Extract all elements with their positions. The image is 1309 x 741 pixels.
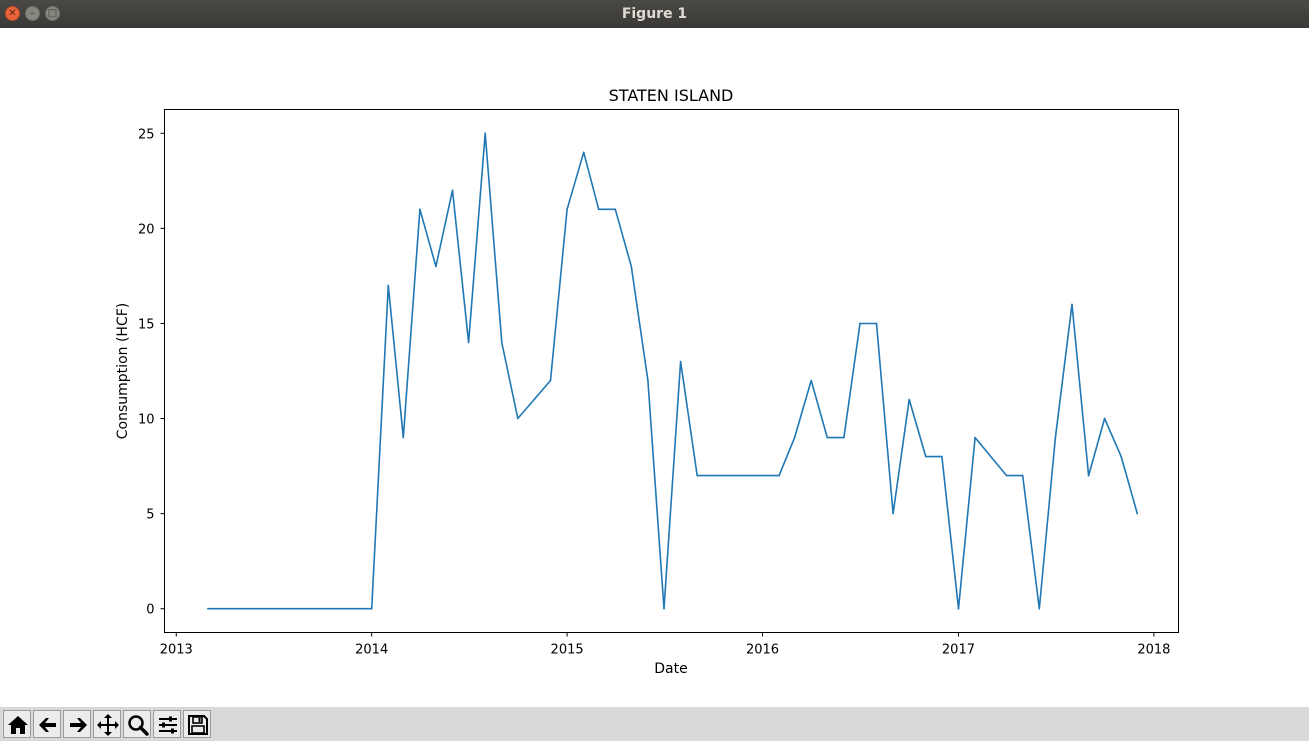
zoom-button[interactable] <box>123 710 151 738</box>
y-tick-label: 10 <box>138 413 155 428</box>
window-title: Figure 1 <box>621 6 688 22</box>
data-point <box>1136 512 1139 515</box>
data-point <box>875 322 878 325</box>
x-tick-label: 2016 <box>746 643 779 658</box>
y-tick-label: 25 <box>138 127 155 142</box>
maximize-icon[interactable]: □ <box>45 6 60 21</box>
chart: STATEN ISLAND 0 5 10 15 20 25 2013 2014 2015 2016… <box>115 86 1179 677</box>
data-point <box>500 341 503 344</box>
y-tick-label: 20 <box>138 222 155 237</box>
data-point <box>582 151 585 154</box>
configure-subplots-icon <box>159 716 177 734</box>
data-point <box>647 379 649 382</box>
figure-canvas: STATEN ISLAND 0 5 10 15 20 25 2013 2014 2015 2016… <box>0 28 1309 707</box>
minimize-icon[interactable]: – <box>25 6 40 21</box>
data-point <box>419 208 421 211</box>
y-tick-label: 15 <box>138 317 155 332</box>
forward-arrow-icon <box>70 718 87 732</box>
save-button[interactable] <box>183 710 211 738</box>
x-tick-label: 2017 <box>942 643 975 658</box>
forward-button[interactable] <box>63 710 91 738</box>
data-point <box>941 455 943 458</box>
data-point <box>679 360 682 363</box>
data-point <box>1054 436 1057 439</box>
data-point <box>467 341 470 344</box>
data-point <box>1087 474 1090 477</box>
save-icon <box>188 715 208 735</box>
zoom-icon <box>128 715 149 736</box>
pan-icon <box>97 714 119 736</box>
axes-frame <box>164 109 1179 633</box>
series-line <box>207 132 1139 610</box>
x-tick-label: 2014 <box>355 643 388 658</box>
data-point <box>696 474 698 477</box>
data-point <box>843 436 845 439</box>
x-tick-label: 2018 <box>1137 643 1170 658</box>
y-axis-label: Consumption (HCF) <box>115 303 131 439</box>
home-icon <box>8 716 28 734</box>
data-point <box>908 398 911 401</box>
y-tick-label: 0 <box>146 603 154 618</box>
data-point <box>597 208 600 211</box>
data-point <box>974 436 976 439</box>
data-point <box>1038 607 1041 610</box>
pan-button[interactable] <box>93 710 121 738</box>
data-point <box>207 607 209 610</box>
data-point <box>614 208 617 211</box>
data-point <box>370 607 373 610</box>
data-point <box>778 474 780 477</box>
data-point <box>1005 474 1008 477</box>
data-point <box>826 436 829 439</box>
data-point <box>892 512 894 515</box>
window-titlebar: ✕ – □ Figure 1 <box>0 0 1309 28</box>
data-point <box>957 607 960 610</box>
data-point <box>925 455 927 458</box>
data-point <box>1021 474 1024 477</box>
data-point <box>1071 303 1073 306</box>
x-tick-label: 2015 <box>551 643 584 658</box>
data-point <box>1120 455 1123 458</box>
y-tick-label: 5 <box>146 508 154 523</box>
chart-title: STATEN ISLAND <box>609 86 734 105</box>
close-icon[interactable]: ✕ <box>5 6 20 21</box>
data-point <box>402 436 405 439</box>
data-point <box>549 379 552 382</box>
data-point <box>663 607 665 610</box>
data-point <box>793 436 796 439</box>
navigation-toolbar <box>0 707 1309 741</box>
data-point <box>1103 417 1106 420</box>
x-tick-label: 2013 <box>160 643 193 658</box>
data-point <box>435 265 437 268</box>
data-point <box>630 265 633 268</box>
data-point <box>859 322 861 325</box>
data-point <box>810 379 813 382</box>
configure-subplots-button[interactable] <box>153 710 181 738</box>
data-point <box>451 189 454 192</box>
back-arrow-icon <box>39 718 56 732</box>
home-button[interactable] <box>3 710 31 738</box>
back-button[interactable] <box>33 710 61 738</box>
x-axis-label: Date <box>654 661 687 677</box>
data-point <box>517 417 519 420</box>
data-point <box>387 284 390 287</box>
data-point <box>484 132 486 135</box>
data-point <box>566 208 568 211</box>
data-point <box>761 474 764 477</box>
